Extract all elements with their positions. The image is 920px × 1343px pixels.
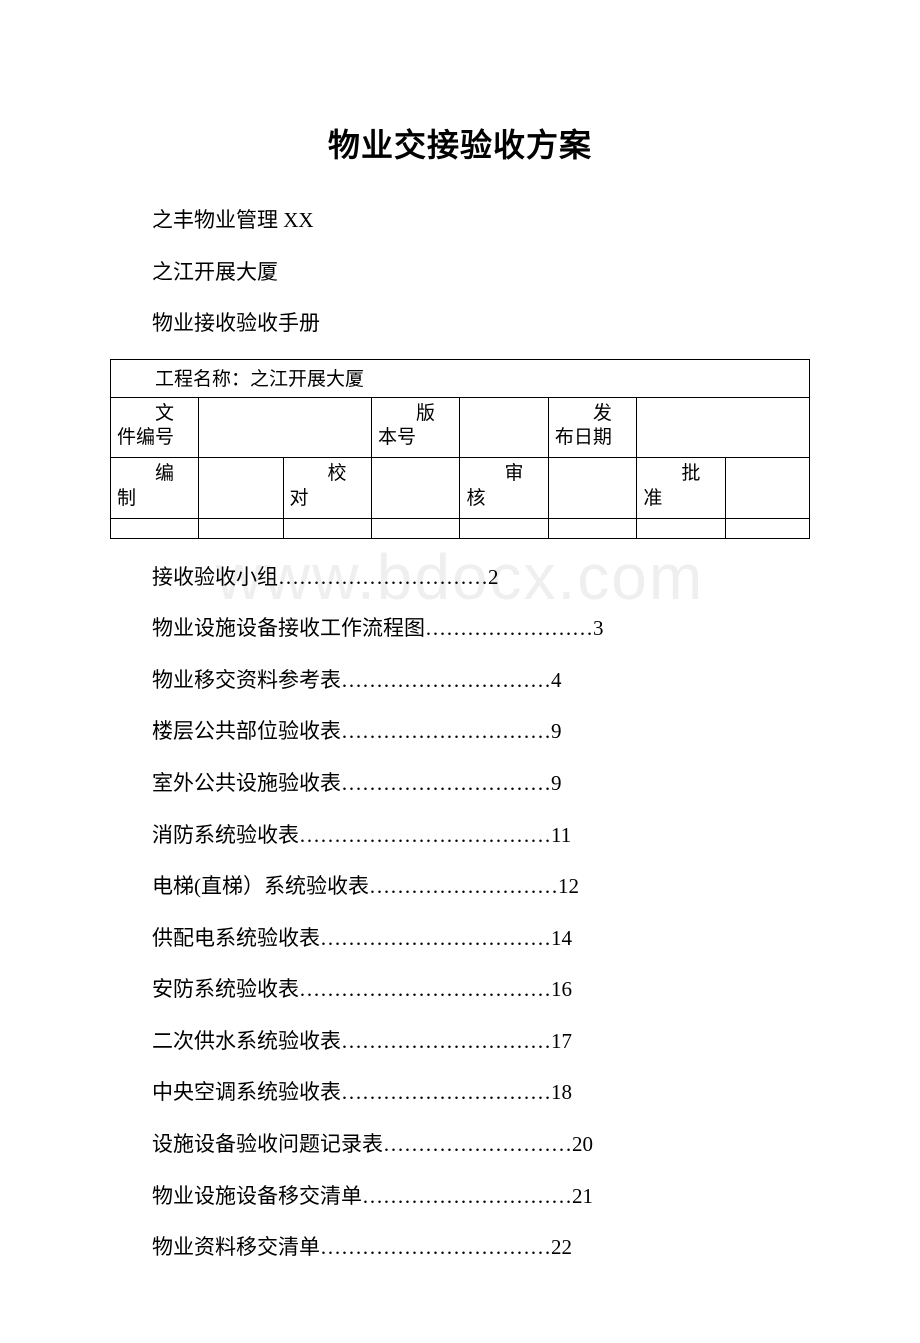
intro-line-2: 之江开展大厦 <box>152 256 810 290</box>
empty-cell <box>111 518 199 538</box>
toc-item: 室外公共设施验收表…………………………9 <box>152 767 810 801</box>
document-page: 物业交接验收方案 之丰物业管理 XX 之江开展大厦 物业接收验收手册 工程名称：… <box>0 0 920 1343</box>
empty-cell <box>548 518 636 538</box>
publish-date-value <box>637 397 810 457</box>
empty-cell <box>283 518 371 538</box>
toc-item: 电梯(直梯）系统验收表………………………12 <box>152 870 810 904</box>
empty-cell <box>199 518 283 538</box>
project-name-cell: 工程名称：之江开展大厦 <box>111 359 810 397</box>
review-value <box>548 458 636 518</box>
publish-date-label: 发布日期 <box>548 397 636 457</box>
proofread-label: 校对 <box>283 458 371 518</box>
table-of-contents: 接收验收小组…………………………2 物业设施设备接收工作流程图……………………3… <box>152 561 810 1265</box>
approve-label: 批准 <box>637 458 725 518</box>
document-title: 物业交接验收方案 <box>110 120 810 166</box>
version-value <box>460 397 548 457</box>
doc-number-label: 文件编号 <box>111 397 199 457</box>
review-label: 审核 <box>460 458 548 518</box>
toc-item: 二次供水系统验收表…………………………17 <box>152 1025 810 1059</box>
meta-table: 工程名称：之江开展大厦 文件编号 版本号 发布日期 编制 校对 审核 批准 <box>110 359 810 539</box>
empty-cell <box>460 518 548 538</box>
empty-cell <box>372 518 460 538</box>
proofread-value <box>372 458 460 518</box>
compiled-value <box>199 458 283 518</box>
toc-item: 物业设施设备移交清单…………………………21 <box>152 1180 810 1214</box>
version-label: 版本号 <box>372 397 460 457</box>
toc-item: 安防系统验收表………………………………16 <box>152 973 810 1007</box>
doc-number-value <box>199 397 372 457</box>
toc-item: 接收验收小组…………………………2 <box>152 561 810 595</box>
toc-item: 物业设施设备接收工作流程图……………………3 <box>152 612 810 646</box>
toc-item: 物业移交资料参考表…………………………4 <box>152 664 810 698</box>
toc-item: 楼层公共部位验收表…………………………9 <box>152 715 810 749</box>
compiled-label: 编制 <box>111 458 199 518</box>
toc-item: 中央空调系统验收表…………………………18 <box>152 1076 810 1110</box>
toc-item: 设施设备验收问题记录表………………………20 <box>152 1128 810 1162</box>
empty-cell <box>637 518 725 538</box>
empty-cell <box>725 518 809 538</box>
toc-item: 物业资料移交清单……………………………22 <box>152 1231 810 1265</box>
intro-line-3: 物业接收验收手册 <box>152 307 810 341</box>
intro-line-1: 之丰物业管理 XX <box>152 204 810 238</box>
toc-item: 供配电系统验收表……………………………14 <box>152 922 810 956</box>
approve-value <box>725 458 809 518</box>
toc-item: 消防系统验收表………………………………11 <box>152 819 810 853</box>
